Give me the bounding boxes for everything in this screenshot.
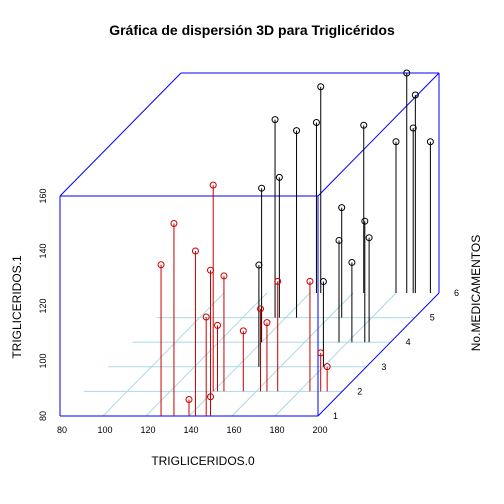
grid-line-x [188, 292, 311, 417]
data-point [319, 278, 327, 286]
data-point [317, 349, 325, 357]
data-point [220, 272, 228, 280]
y-tick-label: 1 [333, 411, 338, 421]
x-tick-label: 140 [183, 425, 198, 435]
box-edge [317, 292, 440, 417]
data-point [317, 83, 325, 91]
x-tick-label: 120 [140, 425, 155, 435]
data-point [360, 121, 368, 129]
y-tick-label: 2 [357, 386, 362, 396]
data-point [185, 396, 193, 403]
z-axis-label: TRIGLICERIDOS.1 [10, 255, 24, 359]
chart-title: Gráfica de dispersión 3D para Triglicéri… [109, 22, 395, 38]
y-tick-label: 4 [406, 337, 411, 347]
data-point [258, 184, 266, 192]
data-point [271, 116, 279, 124]
data-point [426, 138, 434, 146]
data-point [257, 305, 264, 313]
y-tick-label: 6 [454, 288, 459, 298]
data-point [306, 277, 314, 285]
data-point [312, 119, 320, 126]
grid-line-x [274, 292, 397, 417]
data-point [392, 138, 400, 146]
data-point [274, 277, 282, 285]
z-tick-label: 120 [38, 298, 48, 313]
data-point [170, 220, 178, 227]
data-point [191, 247, 199, 255]
data-point [239, 327, 247, 335]
data-point [207, 393, 214, 401]
data-point [207, 266, 214, 274]
data-point [338, 204, 346, 212]
box-edge [59, 72, 182, 197]
data-point [275, 173, 283, 181]
y-tick-label: 5 [430, 313, 435, 323]
data-point [209, 181, 217, 189]
x-tick-label: 160 [226, 425, 241, 435]
z-tick-label: 140 [38, 243, 48, 258]
bounding-box [59, 72, 440, 417]
data-point [214, 321, 221, 329]
y-tick-label: 3 [381, 362, 386, 372]
y-axis-label: No.MEDICAMENTOS [469, 235, 483, 351]
data-point [293, 127, 301, 135]
data-point [365, 234, 373, 242]
data-points [157, 69, 434, 416]
data-point [263, 319, 271, 327]
x-tick-label: 180 [269, 425, 284, 435]
data-point [255, 261, 263, 269]
data-point [411, 91, 419, 99]
grid-line-x [231, 292, 354, 417]
data-point [335, 236, 343, 244]
data-point [403, 69, 411, 77]
data-point [323, 363, 331, 371]
box-edge [317, 72, 440, 197]
z-tick-label: 160 [38, 188, 48, 203]
data-point [361, 217, 369, 225]
data-point [157, 261, 165, 269]
x-tick-label: 200 [312, 425, 327, 435]
data-point [202, 313, 210, 321]
x-tick-label: 80 [57, 425, 67, 435]
x-tick-label: 100 [97, 425, 112, 435]
z-tick-label: 100 [38, 353, 48, 368]
grid-line-x [102, 292, 225, 417]
data-point [409, 124, 417, 132]
x-axis-label: TRIGLICERIDOS.0 [151, 454, 255, 468]
z-tick-label: 80 [38, 411, 48, 421]
tick-labels: 80 100 120 140 160 180 200 1 2 3 4 5 6 80 100 120 140 160 [38, 188, 459, 435]
data-point [348, 258, 356, 266]
